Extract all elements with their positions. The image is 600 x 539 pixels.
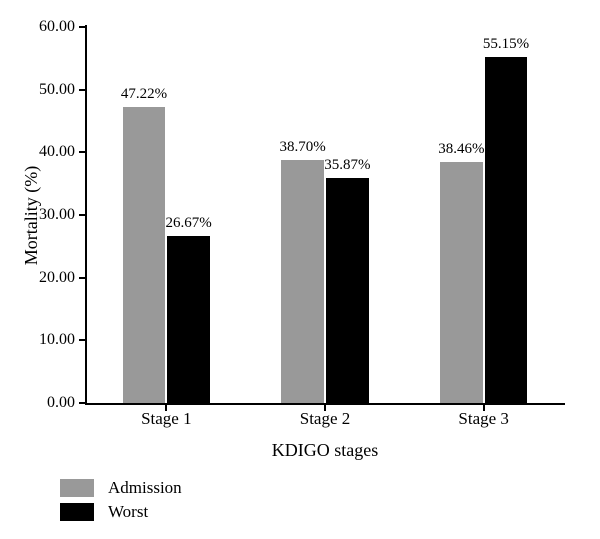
category-label: Stage 1 [141,409,192,429]
bar-admission: 38.70% [281,160,324,403]
y-tick-label: 0.00 [47,394,87,412]
y-tick-label: 10.00 [39,331,87,349]
bar-worst: 55.15% [485,57,528,403]
category-label: Stage 3 [458,409,509,429]
y-tick-label: 50.00 [39,81,87,99]
x-axis-title: KDIGO stages [85,440,565,461]
y-tick-label: 60.00 [39,18,87,36]
legend: Admission Worst [60,478,182,526]
bar-value-label: 38.46% [438,141,484,158]
legend-label: Admission [108,478,182,498]
bar-worst: 26.67% [167,236,210,403]
bar-worst: 35.87% [326,178,369,403]
bar-admission: 47.22% [123,107,166,403]
bars-layer: 47.22%26.67%38.70%35.87%38.46%55.15% [87,25,565,403]
bar-value-label: 26.67% [166,215,212,232]
bar-admission: 38.46% [440,162,483,403]
bar-value-label: 55.15% [483,36,529,53]
plot-area: 0.0010.0020.0030.0040.0050.0060.0047.22%… [85,25,565,405]
y-tick-label: 40.00 [39,143,87,161]
y-tick-label: 30.00 [39,206,87,224]
bar-value-label: 38.70% [280,139,326,156]
y-tick-label: 20.00 [39,269,87,287]
legend-item: Admission [60,478,182,498]
x-axis-title-text: KDIGO stages [272,440,378,460]
legend-label: Worst [108,502,148,522]
bar-value-label: 47.22% [121,86,167,103]
mortality-chart: Mortality (%) 0.0010.0020.0030.0040.0050… [0,0,600,539]
legend-item: Worst [60,502,182,522]
legend-swatch [60,479,94,497]
legend-swatch [60,503,94,521]
bar-value-label: 35.87% [324,157,370,174]
category-label: Stage 2 [300,409,351,429]
